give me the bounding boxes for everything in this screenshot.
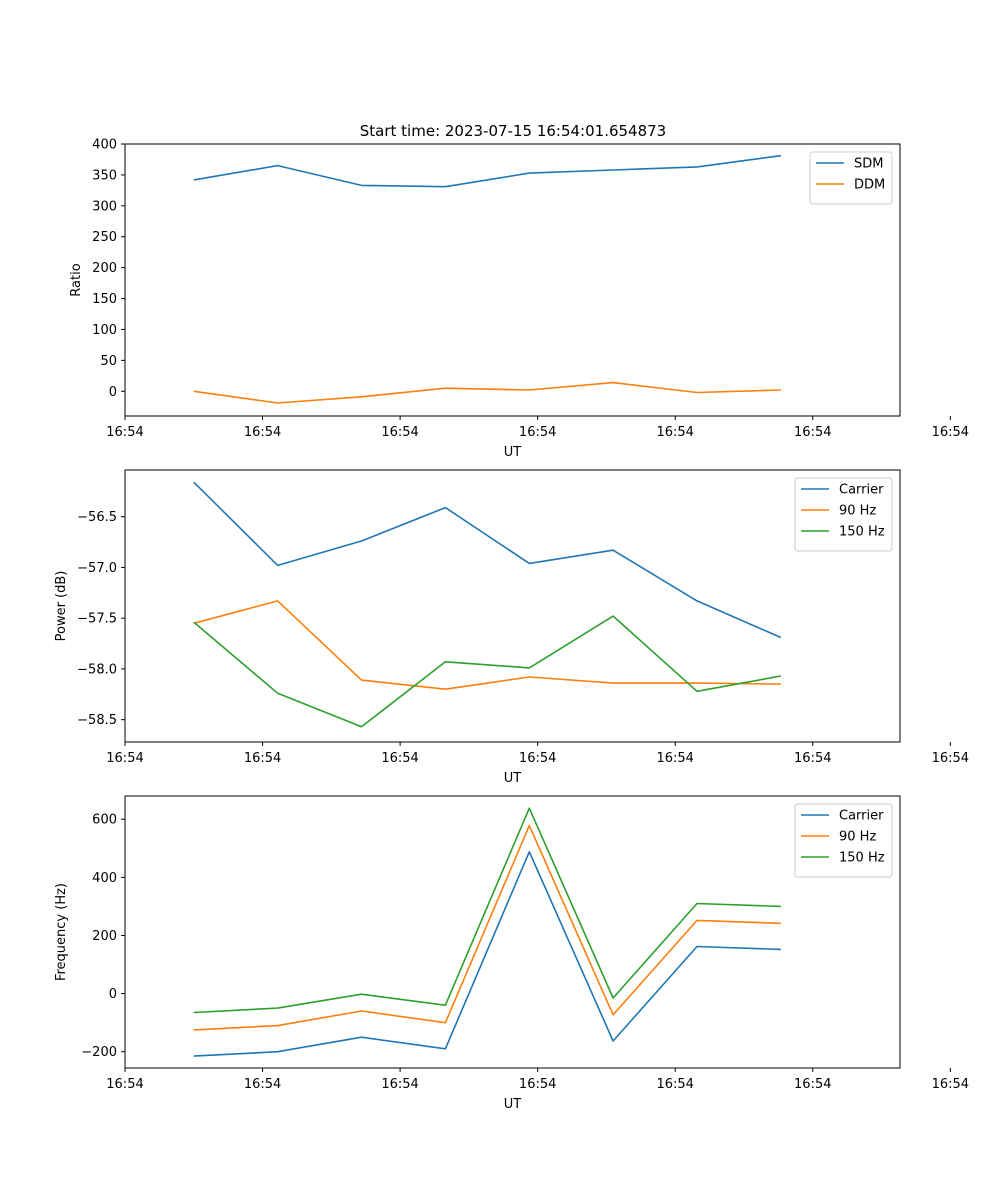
power-y-axis-label: Power (dB) (54, 571, 69, 642)
power-legend-label: 90 Hz (839, 504, 876, 519)
power-series-carrier-line (193, 481, 782, 639)
ratio-series-ddm-line (193, 381, 781, 404)
ratio-x-tick-label: 16:54 (519, 425, 556, 440)
power-x-tick-label: 16:54 (932, 751, 969, 766)
power-x-tick-label: 16:54 (106, 751, 143, 766)
power-x-tick-label: 16:54 (794, 751, 831, 766)
ratio-x-tick-label: 16:54 (381, 425, 418, 440)
frequency-legend-label: 150 Hz (839, 851, 885, 866)
power-legend-label: Carrier (839, 483, 884, 498)
frequency-y-tick-label: 200 (92, 929, 117, 944)
ratio-legend-box (809, 151, 893, 205)
frequency-legend-label: 90 Hz (839, 830, 876, 845)
power-y-tick-label: −56.5 (77, 510, 117, 525)
figure-title: Start time: 2023-07-15 16:54:01.654873 (360, 122, 666, 140)
ratio-y-tick-label: 350 (92, 168, 117, 183)
ratio-x-tick-label: 16:54 (106, 425, 143, 440)
frequency-x-tick-label: 16:54 (932, 1077, 969, 1092)
ratio-y-tick-label: 50 (100, 354, 117, 369)
ratio-x-axis-label: UT (504, 445, 522, 460)
frequency-legend-box (794, 803, 893, 878)
ratio-legend-label: DDM (854, 178, 885, 193)
power-chart: 16:54 16:54 16:54 16:54 16:54 16:54 16:54 −58.5… (54, 469, 969, 786)
power-series-90-hz-line (193, 600, 781, 691)
frequency-x-axis-label: UT (504, 1097, 522, 1112)
frequency-series-carrier-line (193, 850, 781, 1057)
ratio-x-tick-label: 16:54 (656, 425, 693, 440)
power-legend: Carrier 90 Hz 150 Hz (794, 477, 893, 552)
frequency-y-tick-label: −200 (81, 1045, 117, 1060)
power-y-tick-label: −58.0 (77, 662, 117, 677)
frequency-x-tick-label: 16:54 (656, 1077, 693, 1092)
frequency-y-tick-label: 600 (92, 813, 117, 828)
ratio-y-tick-label: 400 (92, 138, 117, 153)
frequency-legend: Carrier 90 Hz 150 Hz (794, 803, 893, 878)
frequency-y-axis-label: Frequency (Hz) (54, 883, 69, 981)
ratio-legend: SDM DDM (809, 151, 893, 205)
ratio-legend-label: SDM (854, 157, 883, 172)
power-axes-frame (124, 469, 901, 743)
ratio-y-tick-label: 250 (92, 230, 117, 245)
power-legend-box (794, 477, 893, 552)
ratio-axes-frame (124, 143, 901, 417)
power-y-tick-label: −57.5 (77, 612, 117, 627)
frequency-x-tick-label: 16:54 (519, 1077, 556, 1092)
power-x-tick-label: 16:54 (244, 751, 281, 766)
power-x-tick-label: 16:54 (656, 751, 693, 766)
ratio-x-tick-label: 16:54 (794, 425, 831, 440)
ratio-chart: 16:54 16:54 16:54 16:54 16:54 16:54 16:54 0 50 10… (69, 138, 969, 461)
ratio-x-tick-label: 16:54 (932, 425, 969, 440)
ratio-x-tick-label: 16:54 (244, 425, 281, 440)
power-x-tick-label: 16:54 (519, 751, 556, 766)
frequency-x-tick-label: 16:54 (794, 1077, 831, 1092)
frequency-chart: 16:54 16:54 16:54 16:54 16:54 16:54 16:54 −200 0… (54, 795, 969, 1112)
ratio-y-tick-label: 200 (92, 261, 117, 276)
frequency-x-tick-label: 16:54 (106, 1077, 143, 1092)
frequency-x-tick-label: 16:54 (244, 1077, 281, 1092)
power-legend-label: 150 Hz (839, 525, 885, 540)
ratio-y-tick-label: 100 (92, 323, 117, 338)
power-y-tick-label: −57.0 (77, 561, 117, 576)
ratio-series-sdm-line (193, 154, 782, 188)
frequency-y-tick-label: 0 (109, 987, 117, 1002)
power-y-tick-label: −58.5 (77, 713, 117, 728)
power-series-150-hz-line (193, 615, 782, 728)
ratio-y-tick-label: 0 (109, 385, 117, 400)
ratio-y-tick-label: 300 (92, 199, 117, 214)
frequency-y-tick-label: 400 (92, 871, 117, 886)
frequency-series-150-hz-line (193, 807, 781, 1014)
ratio-y-axis-label: Ratio (69, 263, 84, 296)
power-x-tick-label: 16:54 (381, 751, 418, 766)
frequency-series-90-hz-line (193, 824, 781, 1031)
frequency-x-tick-label: 16:54 (381, 1077, 418, 1092)
power-x-axis-label: UT (504, 771, 522, 786)
ratio-y-tick-label: 150 (92, 292, 117, 307)
frequency-axes-frame (124, 795, 901, 1069)
frequency-legend-label: Carrier (839, 809, 884, 824)
